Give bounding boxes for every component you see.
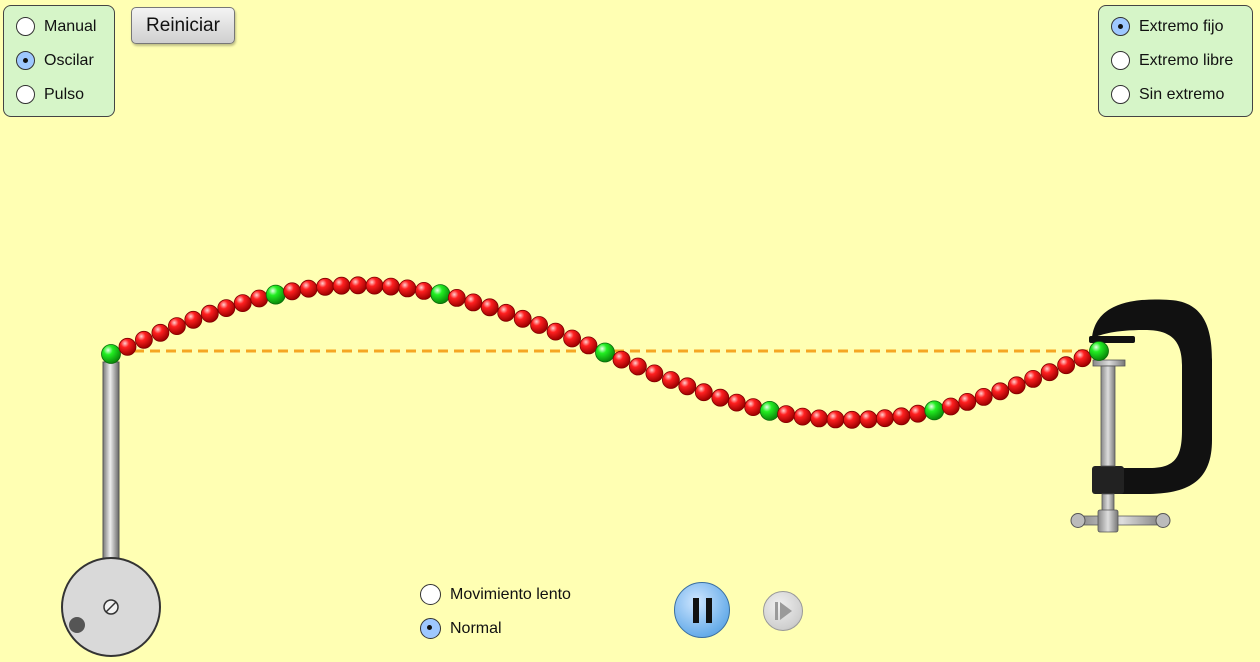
bead-red (151, 323, 170, 342)
bead-red (793, 407, 812, 426)
bead-red (1057, 356, 1075, 375)
bead-red (283, 282, 302, 301)
bead-red (645, 364, 664, 383)
bead-red (546, 322, 565, 341)
speed-option-slow[interactable]: Movimiento lento (420, 584, 571, 605)
bead-red (612, 350, 631, 369)
bead-green (924, 400, 945, 421)
bead-red (398, 279, 417, 298)
bead-red (233, 294, 252, 313)
bead-red (892, 407, 911, 426)
mode-option-manual[interactable]: Manual (16, 17, 96, 36)
bead-red (579, 336, 598, 355)
bead-red (1024, 369, 1042, 388)
bead-green (430, 284, 451, 305)
bead-red (744, 398, 763, 417)
bead-red (184, 310, 203, 329)
bead-red (629, 357, 647, 376)
bead-red (316, 277, 335, 296)
bead-red (414, 281, 433, 300)
normal-label: Normal (450, 619, 502, 637)
bead-red (480, 298, 499, 317)
end-type-panel: Extremo fijo Extremo libre Sin extremo (1098, 5, 1253, 117)
bead-red (1040, 363, 1059, 382)
bead-red (727, 393, 746, 412)
bead-red (118, 337, 137, 356)
bead-red (200, 304, 219, 323)
oscilar-label: Oscilar (44, 51, 94, 69)
extremo-libre-radio[interactable] (1111, 51, 1130, 70)
bead-red (332, 276, 351, 295)
bead-green (265, 284, 286, 305)
step-button[interactable] (763, 591, 803, 631)
mode-option-oscilar[interactable]: Oscilar (16, 51, 94, 70)
sin-extremo-radio[interactable] (1111, 85, 1130, 104)
bead-green (595, 342, 615, 363)
bead-green (759, 400, 780, 421)
bead-red (826, 410, 845, 429)
bead-red (134, 330, 153, 349)
bead-red (662, 371, 680, 389)
pause-icon-bar (706, 598, 712, 623)
bead-red (1007, 376, 1026, 395)
slow-motion-label: Movimiento lento (450, 585, 571, 603)
bead-red (711, 388, 730, 407)
oscillator-wheel[interactable] (61, 557, 161, 657)
extremo-fijo-radio[interactable] (1111, 17, 1130, 36)
bead-red (250, 289, 269, 308)
bead-red (513, 309, 532, 328)
bead-red (464, 293, 483, 312)
pause-button[interactable] (674, 582, 730, 638)
mode-option-pulso[interactable]: Pulso (16, 85, 84, 104)
manual-radio[interactable] (16, 17, 35, 36)
oscilar-radio[interactable] (16, 51, 35, 70)
reset-button[interactable]: Reiniciar (131, 7, 235, 44)
bead-red (167, 317, 186, 336)
step-forward-icon (775, 602, 792, 620)
bead-red (777, 405, 795, 424)
bead-red (974, 387, 993, 406)
bead-red (991, 382, 1010, 401)
c-clamp (1070, 299, 1212, 533)
mode-panel: Manual Oscilar Pulso (3, 5, 115, 117)
end-option-loose[interactable]: Extremo libre (1111, 51, 1233, 70)
pause-icon (693, 598, 699, 623)
bead-red (941, 397, 960, 416)
bead-red (810, 409, 828, 428)
normal-radio[interactable] (420, 618, 441, 639)
pulso-label: Pulso (44, 85, 85, 103)
bead-red (349, 276, 367, 295)
bead-red (530, 316, 548, 334)
bead-green[interactable] (101, 344, 121, 364)
bead-red (217, 299, 236, 318)
bead-green (1089, 341, 1109, 361)
bead-red (497, 303, 516, 322)
bead-red (299, 279, 318, 298)
bead-red (365, 276, 384, 295)
pulso-radio[interactable] (16, 85, 35, 104)
end-option-none[interactable]: Sin extremo (1111, 85, 1224, 104)
speed-option-normal[interactable]: Normal (420, 618, 502, 639)
extremo-libre-label: Extremo libre (1139, 51, 1234, 69)
sin-extremo-label: Sin extremo (1139, 85, 1225, 103)
bead-red (694, 383, 713, 402)
end-option-fixed[interactable]: Extremo fijo (1111, 17, 1223, 36)
string-beads[interactable] (101, 276, 1109, 429)
bead-red (563, 329, 581, 348)
oscillator-rod (102, 361, 120, 563)
bead-red (958, 392, 977, 411)
slow-motion-radio[interactable] (420, 584, 441, 605)
manual-label: Manual (44, 17, 97, 35)
bead-red (909, 404, 927, 423)
bead-red (876, 409, 894, 428)
bead-red (447, 288, 466, 307)
bead-red (678, 377, 697, 396)
bead-red (381, 277, 400, 296)
bead-red (859, 410, 878, 429)
extremo-fijo-label: Extremo fijo (1139, 17, 1224, 35)
bead-red (843, 410, 861, 429)
bead-red (1073, 349, 1092, 368)
